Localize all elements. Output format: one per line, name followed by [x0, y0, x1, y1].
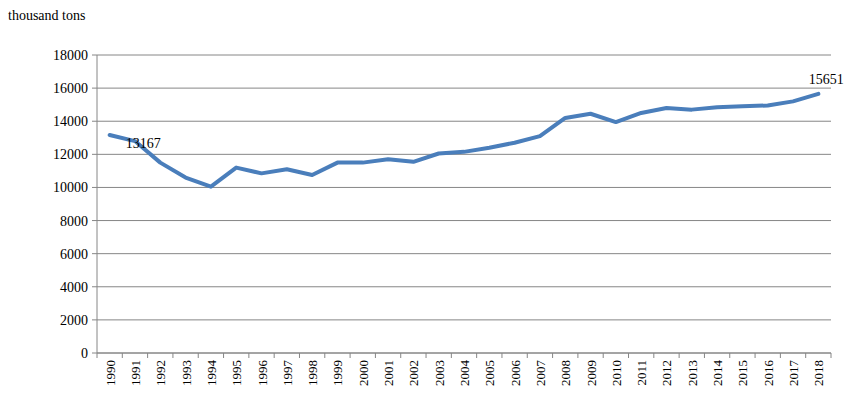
- x-tick-label: 1990: [103, 360, 118, 386]
- x-tick-label: 1995: [229, 360, 244, 386]
- x-tick-label: 1997: [280, 360, 295, 387]
- chart-container: thousand tons 0 2000 4000 6000 8000 10000 12000…: [0, 0, 856, 412]
- x-tick-label: 2017: [786, 360, 801, 387]
- x-tick-label: 1993: [179, 360, 194, 386]
- y-tick: [92, 286, 97, 287]
- x-tick: [729, 353, 730, 358]
- x-tick-label: 1996: [255, 360, 270, 387]
- x-tick: [755, 353, 756, 358]
- x-tick-label: 2009: [584, 360, 599, 386]
- x-tick: [375, 353, 376, 358]
- x-tick: [122, 353, 123, 358]
- x-tick: [400, 353, 401, 358]
- x-tick: [653, 353, 654, 358]
- x-tick: [223, 353, 224, 358]
- y-tick-label: 4000: [60, 280, 88, 295]
- y-tick: [92, 253, 97, 254]
- y-tick-label: 10000: [53, 180, 88, 195]
- y-tick-label: 6000: [60, 247, 88, 262]
- y-tick: [92, 154, 97, 155]
- x-tick: [603, 353, 604, 358]
- x-tick: [426, 353, 427, 358]
- x-tick: [198, 353, 199, 358]
- x-tick: [704, 353, 705, 358]
- y-tick-label: 2000: [60, 313, 88, 328]
- x-tick: [552, 353, 553, 358]
- y-tick-label: 16000: [53, 81, 88, 96]
- y-tick-label: 0: [81, 346, 88, 361]
- y-tick: [92, 121, 97, 122]
- x-tick: [324, 353, 325, 358]
- y-tick: [92, 353, 97, 354]
- grid-line: [97, 319, 831, 320]
- y-tick: [92, 319, 97, 320]
- y-tick-label: 12000: [53, 147, 88, 162]
- x-tick: [501, 353, 502, 358]
- y-tick-label: 8000: [60, 214, 88, 229]
- y-axis-label: thousand tons: [8, 8, 85, 23]
- x-tick-label: 2005: [482, 360, 497, 386]
- x-tick: [274, 353, 275, 358]
- grid-line: [97, 55, 831, 56]
- x-tick-label: 2018: [811, 360, 826, 386]
- x-tick: [248, 353, 249, 358]
- x-tick: [780, 353, 781, 358]
- plot-area: [110, 94, 819, 187]
- x-tick: [527, 353, 528, 358]
- x-tick-label: 2001: [381, 360, 396, 386]
- x-tick: [172, 353, 173, 358]
- x-tick-label: 1991: [128, 360, 143, 386]
- x-tick: [299, 353, 300, 358]
- grid-line: [97, 286, 831, 287]
- x-tick-label: 2007: [533, 360, 548, 387]
- x-axis: [97, 353, 831, 354]
- x-tick-label: 2013: [685, 360, 700, 386]
- x-tick: [451, 353, 452, 358]
- grid-line: [97, 253, 831, 254]
- data-label: 13167: [126, 136, 161, 151]
- x-tick-label: 2008: [558, 360, 573, 386]
- x-tick-label: 1998: [305, 360, 320, 386]
- y-tick: [92, 88, 97, 89]
- grid-line: [97, 220, 831, 221]
- x-tick-label: 2006: [508, 360, 523, 387]
- y-tick: [92, 220, 97, 221]
- y-tick: [92, 187, 97, 188]
- x-tick: [831, 353, 832, 358]
- x-tick: [147, 353, 148, 358]
- data-label: 15651: [809, 72, 844, 87]
- grid-line: [97, 88, 831, 89]
- grid-line: [97, 121, 831, 122]
- grid-line: [97, 154, 831, 155]
- x-tick-label: 1992: [153, 360, 168, 386]
- data-line: [110, 94, 819, 187]
- x-tick-label: 2004: [457, 360, 472, 387]
- x-tick: [476, 353, 477, 358]
- x-tick: [628, 353, 629, 358]
- chart: thousand tons 0 2000 4000 6000 8000 10000 12000…: [0, 0, 856, 412]
- x-tick: [577, 353, 578, 358]
- x-tick-label: 2011: [634, 360, 649, 386]
- grid-line: [97, 353, 831, 354]
- x-tick: [350, 353, 351, 358]
- x-tick: [97, 353, 98, 358]
- x-tick-label: 1994: [204, 360, 219, 387]
- x-tick-label: 2002: [406, 360, 421, 386]
- y-tick-label: 14000: [53, 114, 88, 129]
- x-tick: [679, 353, 680, 358]
- x-tick-label: 2003: [432, 360, 447, 386]
- y-tick: [92, 55, 97, 56]
- x-tick-label: 2010: [609, 360, 624, 386]
- x-tick: [805, 353, 806, 358]
- y-tick-label: 18000: [53, 48, 88, 63]
- y-axis: [97, 55, 98, 353]
- x-tick-label: 2016: [761, 360, 776, 387]
- x-tick-label: 2000: [356, 360, 371, 386]
- x-tick-label: 2015: [735, 360, 750, 386]
- x-tick-label: 2012: [659, 360, 674, 386]
- x-tick-label: 1999: [330, 360, 345, 386]
- x-tick-label: 2014: [710, 360, 725, 387]
